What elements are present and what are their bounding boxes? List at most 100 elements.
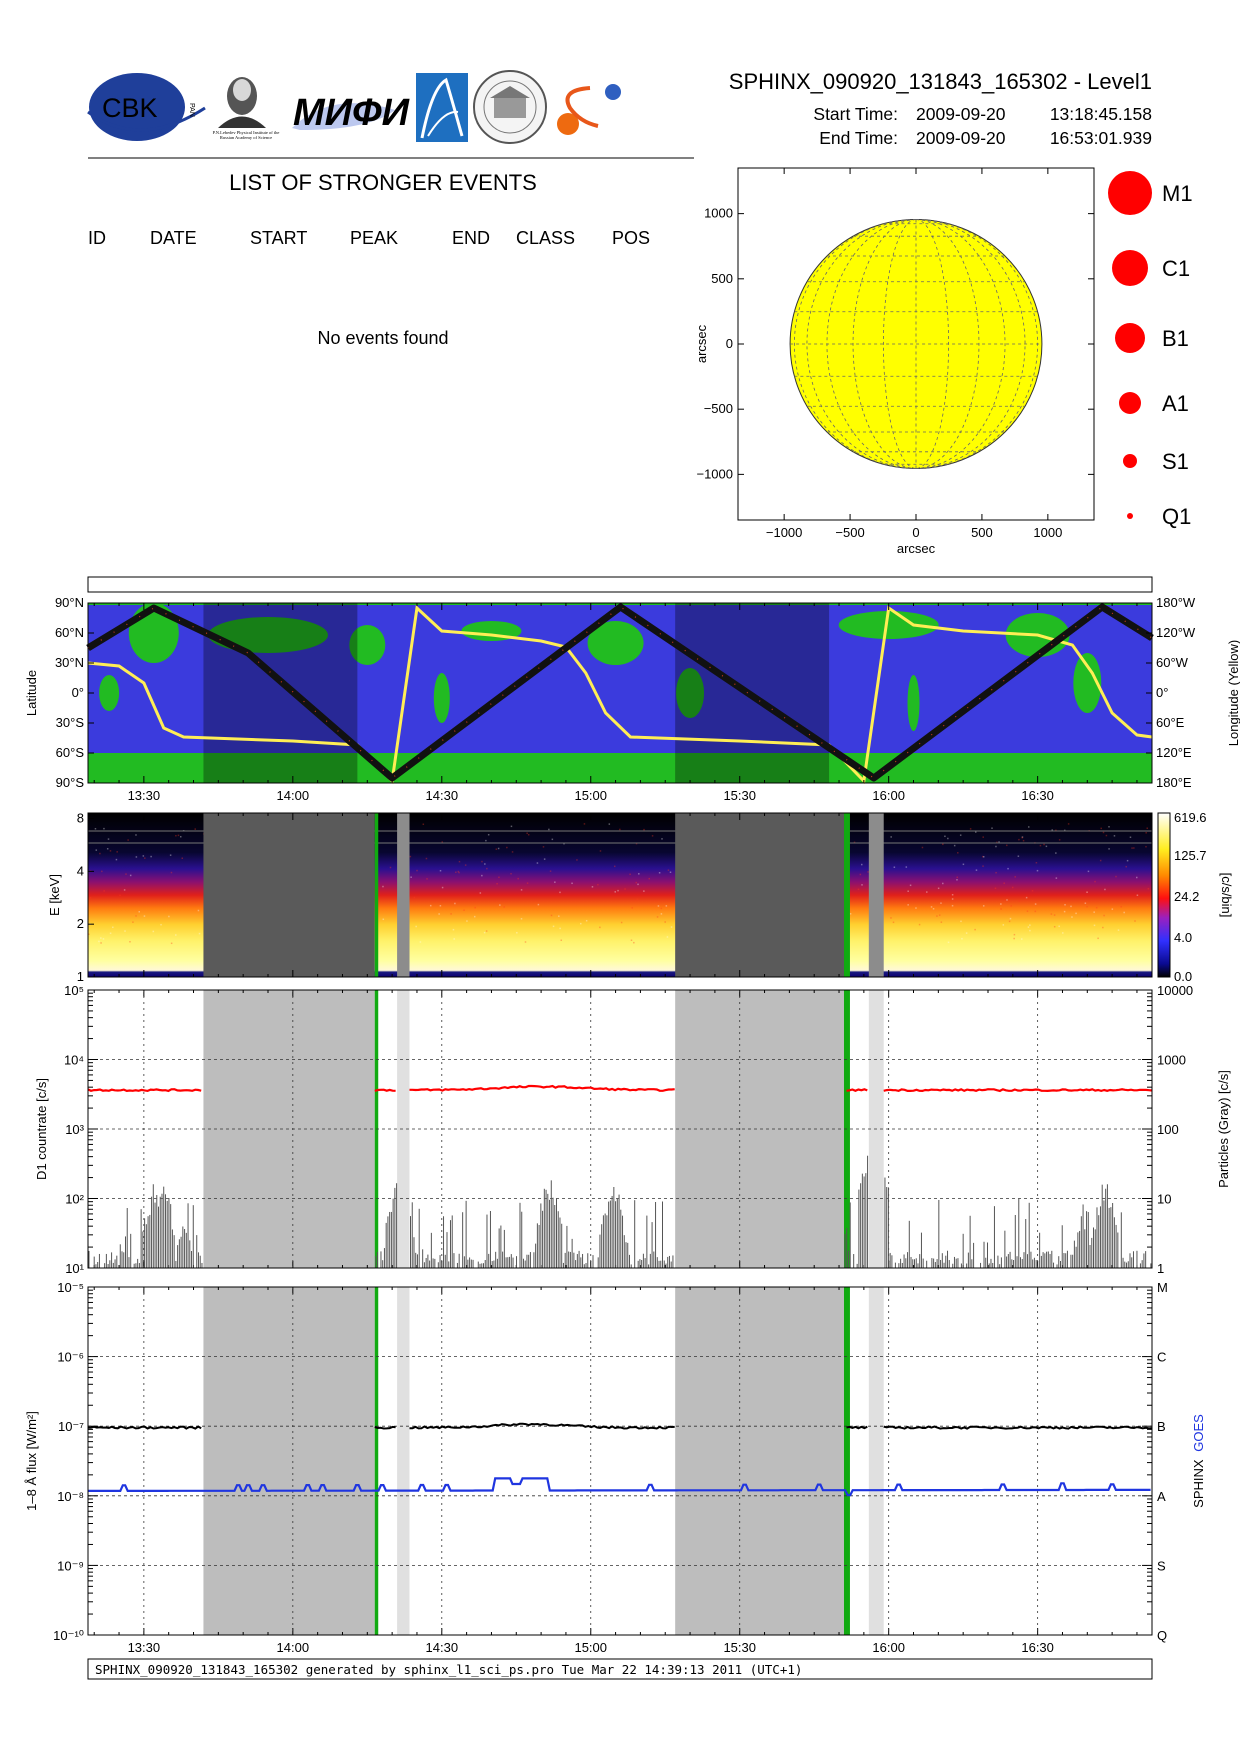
noise-speck bbox=[1129, 836, 1132, 839]
noise-speck bbox=[1003, 882, 1005, 884]
noise-speck bbox=[542, 846, 545, 848]
noise-speck bbox=[630, 939, 633, 941]
noise-speck bbox=[481, 874, 483, 877]
latitude-label: 30°S bbox=[56, 715, 85, 730]
lebedev-caption: P.N.Lebedev Physical Institute of the Ru… bbox=[212, 130, 280, 140]
spectrogram-panel: 1 2 4 8 E [keV] 619.6 125.7 24.2 4.0 0.0 [c/s/b… bbox=[47, 810, 1234, 984]
flux-xtick-label: 14:30 bbox=[426, 1640, 459, 1655]
noise-speck bbox=[1018, 838, 1020, 841]
flare-class-label: S bbox=[1157, 1558, 1166, 1573]
sphinx-flux-segment bbox=[409, 1422, 675, 1430]
noise-speck bbox=[995, 845, 997, 848]
noise-speck bbox=[998, 841, 1000, 843]
noise-speck bbox=[181, 857, 184, 860]
flux-xtick-label: 16:00 bbox=[872, 1640, 905, 1655]
noise-speck bbox=[636, 898, 639, 900]
noise-speck bbox=[1009, 917, 1012, 920]
longitude-gridline bbox=[915, 219, 949, 469]
flux-ytick-label: 10⁻¹⁰ bbox=[53, 1628, 84, 1643]
legend-label-s1: S1 bbox=[1162, 449, 1189, 474]
noise-speck bbox=[890, 836, 892, 838]
flux-ytick-label: 10⁻⁵ bbox=[57, 1280, 84, 1295]
longitude-gridline bbox=[915, 219, 1038, 469]
data-gap-light bbox=[397, 1287, 410, 1635]
noise-speck bbox=[909, 884, 912, 887]
noise-speck bbox=[143, 915, 146, 917]
attenuator-marker bbox=[843, 813, 850, 977]
noise-speck bbox=[643, 890, 645, 892]
longitude-gridline bbox=[826, 219, 917, 469]
noise-speck bbox=[669, 871, 672, 874]
sphinx-flux-series bbox=[87, 1422, 1152, 1430]
noise-speck bbox=[458, 871, 460, 874]
noise-speck bbox=[1053, 925, 1056, 928]
noise-speck bbox=[1050, 913, 1053, 915]
noise-speck bbox=[991, 827, 993, 829]
noise-speck bbox=[635, 842, 638, 845]
noise-speck bbox=[132, 921, 134, 923]
noise-speck bbox=[503, 906, 505, 908]
noise-speck bbox=[580, 922, 582, 925]
noise-speck bbox=[1111, 908, 1114, 910]
countrate-panel: 10¹ 1 10² 10 10³ 100 10⁴ 1000 10⁵ 10000 D1 countr… bbox=[34, 983, 1231, 1276]
noise-speck bbox=[892, 921, 895, 924]
noise-speck bbox=[169, 854, 172, 856]
noise-speck bbox=[517, 877, 519, 880]
cbk-logo: CBK PAN bbox=[87, 73, 206, 141]
noise-speck bbox=[664, 921, 666, 923]
noise-speck bbox=[1058, 925, 1060, 928]
noise-speck bbox=[1097, 937, 1099, 940]
noise-speck bbox=[135, 856, 138, 858]
noise-speck bbox=[1013, 937, 1015, 940]
noise-speck bbox=[995, 871, 997, 874]
legend-label-c1: C1 bbox=[1162, 256, 1190, 281]
noise-speck bbox=[486, 867, 488, 870]
noise-speck bbox=[127, 839, 129, 841]
land-patch bbox=[587, 621, 644, 665]
legend-dot-c1 bbox=[1112, 250, 1148, 286]
event-column-end: END bbox=[452, 228, 490, 248]
noise-speck bbox=[98, 940, 100, 943]
noise-speck bbox=[138, 911, 141, 913]
noise-speck bbox=[484, 863, 486, 865]
noise-speck bbox=[510, 872, 512, 875]
noise-speck bbox=[1145, 845, 1147, 848]
event-column-peak: PEAK bbox=[350, 228, 398, 248]
flux-xtick-label: 15:00 bbox=[574, 1640, 607, 1655]
noise-speck bbox=[629, 873, 631, 876]
noise-speck bbox=[620, 921, 623, 924]
event-column-id: ID bbox=[88, 228, 106, 248]
noise-speck bbox=[617, 889, 619, 892]
noise-speck bbox=[915, 907, 917, 909]
noise-speck bbox=[479, 892, 482, 894]
noise-speck bbox=[597, 883, 599, 886]
flux-label-sphinx: SPHINX bbox=[1191, 1459, 1206, 1508]
noise-speck bbox=[559, 891, 561, 894]
noise-speck bbox=[389, 866, 392, 869]
noise-speck bbox=[551, 838, 554, 841]
noise-speck bbox=[1102, 831, 1105, 834]
end-time: 16:53:01.939 bbox=[1050, 128, 1152, 148]
noise-speck bbox=[951, 898, 954, 900]
longitude-label: 60°W bbox=[1156, 655, 1189, 670]
noise-speck bbox=[419, 941, 422, 943]
longitude-label: 120°E bbox=[1156, 745, 1192, 760]
noise-speck bbox=[452, 928, 455, 931]
mifi-logo-text: МИФИ bbox=[293, 92, 410, 134]
longitude-label: 180°E bbox=[1156, 775, 1192, 790]
colorbar-label: 0.0 bbox=[1174, 969, 1192, 984]
latitude-label: 90°S bbox=[56, 775, 85, 790]
mifi-logo: МИФИ bbox=[292, 92, 410, 134]
data-gap-light bbox=[868, 813, 884, 977]
legend-dot-b1 bbox=[1115, 323, 1145, 353]
longitude-label: 60°E bbox=[1156, 715, 1185, 730]
event-column-date: DATE bbox=[150, 228, 197, 248]
noise-speck bbox=[1134, 920, 1136, 922]
noise-speck bbox=[103, 890, 105, 892]
data-gap-dark bbox=[203, 813, 375, 977]
orbit-ylabel-right: Longitude (Yellow) bbox=[1226, 640, 1240, 746]
noise-speck bbox=[1086, 905, 1088, 908]
noise-speck bbox=[129, 940, 131, 943]
noise-speck bbox=[1094, 880, 1096, 883]
